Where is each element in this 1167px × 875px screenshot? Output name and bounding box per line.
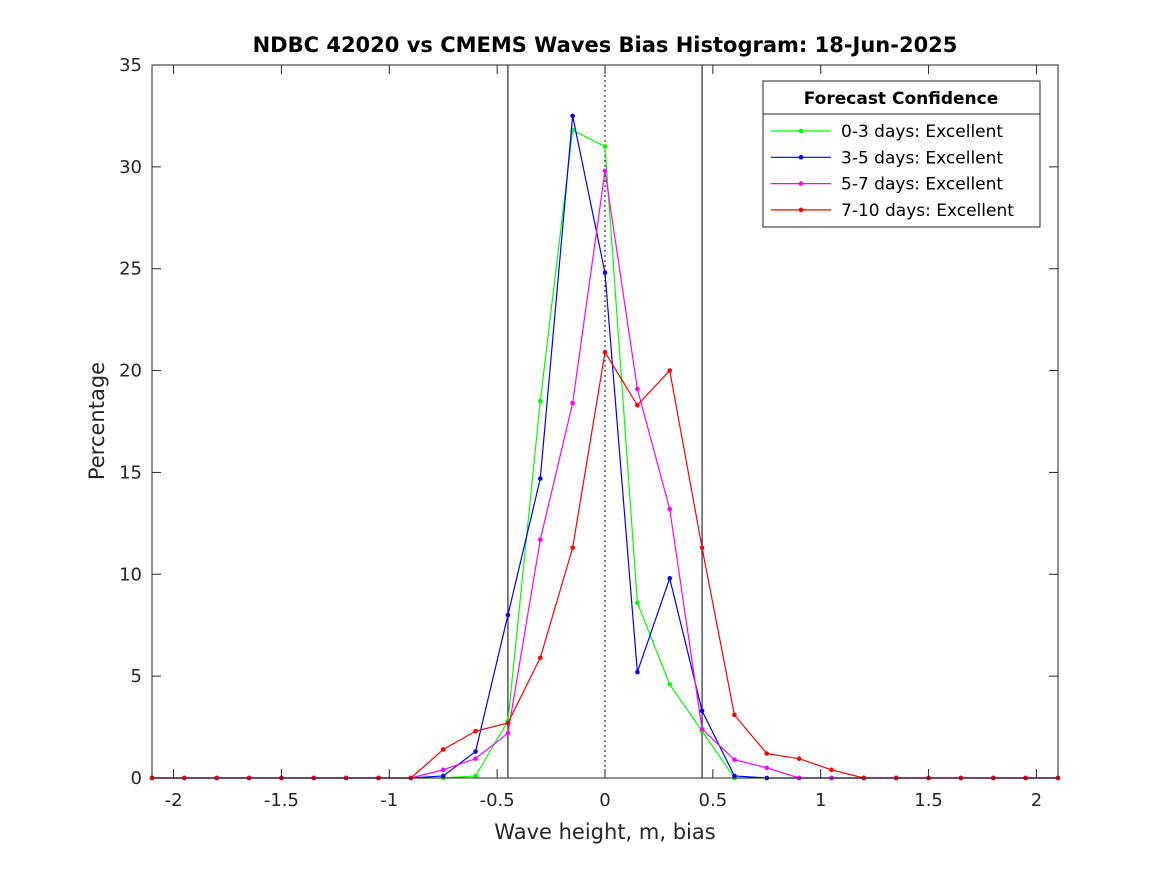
legend-label: 0-3 days: Excellent: [841, 122, 1003, 142]
x-tick-label: 2: [1031, 790, 1042, 811]
legend-box: [762, 80, 1041, 228]
data-point: [473, 773, 478, 779]
data-point: [635, 386, 640, 392]
x-tick-label: -1.5: [264, 790, 299, 811]
legend-item-0: 0-3 days: Excellent: [771, 122, 1003, 142]
y-tick-label: 20: [119, 361, 142, 382]
y-tick-label: 5: [131, 666, 142, 687]
data-point: [732, 757, 737, 762]
data-point: [440, 747, 446, 752]
data-point: [635, 600, 640, 606]
x-tick-label: -2: [165, 790, 183, 811]
data-point: [505, 730, 511, 736]
data-point: [473, 749, 478, 754]
x-tick-label: 0.5: [699, 790, 728, 811]
legend-label: 7-10 days: Excellent: [841, 201, 1014, 221]
legend-item-1: 3-5 days: Excellent: [771, 148, 1003, 168]
legend-swatch-marker: [798, 207, 804, 213]
y-tick-label: 30: [119, 157, 142, 178]
data-point: [732, 712, 737, 718]
legend-swatch-marker: [798, 128, 804, 134]
data-point: [667, 368, 673, 373]
legend-label: 3-5 days: Excellent: [841, 148, 1003, 168]
data-point: [602, 349, 608, 355]
legend-item-3: 7-10 days: Excellent: [771, 201, 1014, 221]
data-point: [732, 773, 737, 779]
legend-swatch-marker: [798, 155, 804, 160]
data-point: [635, 669, 640, 675]
data-point: [473, 728, 478, 734]
data-point: [829, 767, 834, 773]
data-point: [796, 756, 802, 761]
reference-lines: [507, 65, 703, 778]
data-point: [505, 720, 511, 726]
data-point: [764, 765, 770, 771]
data-point: [473, 756, 478, 761]
x-tick-label: 1.5: [914, 790, 943, 811]
legend-swatch-marker: [798, 181, 804, 186]
data-point: [764, 751, 770, 756]
y-tick-label: 15: [119, 462, 142, 483]
legend-title: Forecast Confidence: [804, 89, 999, 109]
legend: Forecast Confidence 0-3 days: Excellent 3…: [762, 80, 1041, 228]
data-point: [602, 270, 608, 276]
chart-title: NDBC 42020 vs CMEMS Waves Bias Histogram…: [253, 33, 958, 57]
data-point: [537, 476, 543, 481]
data-point: [537, 655, 543, 661]
y-tick-label: 0: [131, 768, 142, 789]
data-point: [699, 545, 705, 551]
data-point: [602, 144, 608, 149]
y-tick-label: 10: [119, 564, 142, 585]
data-point: [537, 398, 543, 404]
data-point: [699, 708, 705, 714]
legend-item-2: 5-7 days: Excellent: [771, 175, 1003, 195]
data-point: [537, 537, 543, 542]
data-point: [570, 545, 575, 551]
data-point: [602, 168, 608, 174]
data-point: [440, 767, 446, 773]
data-point: [667, 681, 673, 687]
data-point: [570, 400, 575, 406]
data-point: [635, 402, 640, 408]
data-point: [667, 576, 673, 581]
y-tick-label: 35: [119, 55, 142, 76]
x-axis-label: Wave height, m, bias: [494, 820, 715, 844]
x-tick-label: -1: [380, 790, 398, 811]
x-tick-label: 1: [815, 790, 826, 811]
data-point: [699, 726, 705, 732]
data-point: [667, 506, 673, 512]
data-point: [440, 773, 446, 779]
x-tick-label: -0.5: [480, 790, 515, 811]
data-point: [505, 612, 511, 618]
data-point: [570, 113, 575, 119]
x-tick-label: 0: [599, 790, 610, 811]
legend-items: 0-3 days: Excellent 3-5 days: Excellent 5-…: [771, 122, 1014, 221]
legend-label: 5-7 days: Excellent: [841, 175, 1003, 195]
y-tick-label: 25: [119, 259, 142, 280]
y-axis-label: Percentage: [85, 362, 109, 480]
